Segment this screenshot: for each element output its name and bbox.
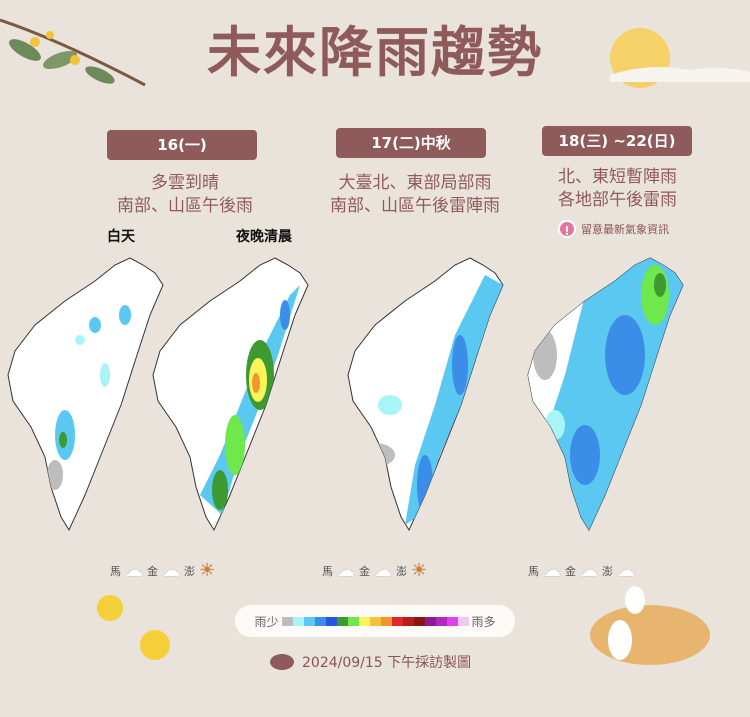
legend-swatch-8 <box>369 616 381 626</box>
legend-swatch-12 <box>413 616 425 626</box>
legend-swatch-10 <box>391 616 403 626</box>
legend-swatch-2 <box>303 616 315 626</box>
flower-decoration <box>97 595 170 660</box>
legend-swatch-3 <box>314 616 326 626</box>
legend-swatch-6 <box>347 616 359 626</box>
island-penghu: 澎 <box>396 564 407 578</box>
legend-swatch-13 <box>424 616 436 626</box>
exclamation-icon: ! <box>558 220 576 238</box>
island-kinmen: 金 <box>359 564 370 578</box>
island-penghu: 澎 <box>184 564 195 578</box>
legend-swatch-11 <box>402 616 414 626</box>
legend-high-label: 雨多 <box>471 614 496 629</box>
sun-cloud-icon: ☀ <box>199 560 216 581</box>
islands-18-22: 馬 ☁ 金 ☁ 澎 ☁ <box>528 560 635 581</box>
islands-16: 馬 ☁ 金 ☁ 澎 ☀ <box>110 560 215 581</box>
panel1-description: 多雲到晴 南部、山區午後雨 <box>90 172 280 218</box>
legend-swatch-5 <box>336 616 348 626</box>
footer-date: 2024/09/15 下午採訪製圖 <box>302 655 472 671</box>
rain-cloud-icon: ☁ <box>337 560 355 581</box>
panel1-desc-line2: 南部、山區午後雨 <box>117 196 253 216</box>
panel3-desc-line1: 北、東短暫陣雨 <box>558 167 677 187</box>
notice: ! 留意最新氣象資訊 <box>558 220 669 238</box>
rain-cloud-icon: ☁ <box>580 560 598 581</box>
islands-17: 馬 ☁ 金 ☁ 澎 ☀ <box>322 560 427 581</box>
legend-swatch-16 <box>457 616 469 626</box>
osmanthus-branch-decoration <box>0 18 146 87</box>
panel3-description: 北、東短暫陣雨 各地部午後雷雨 <box>530 166 705 212</box>
map-day-16 <box>7 257 164 531</box>
panel2-description: 大臺北、東部局部雨 南部、山區午後雷陣雨 <box>310 172 520 218</box>
rain-cloud-icon: ☁ <box>617 560 635 581</box>
legend-swatch-0 <box>281 616 293 626</box>
island-matsu: 馬 <box>110 564 121 578</box>
legend-low-label: 雨少 <box>254 614 279 629</box>
daytime-label: 白天 <box>107 229 135 245</box>
cloud-icon: ☁ <box>374 560 392 581</box>
sun-cloud-icon: ☀ <box>411 560 428 581</box>
map-17 <box>347 257 504 531</box>
map-night-16 <box>152 257 309 531</box>
island-penghu: 澎 <box>602 564 613 578</box>
page-title: 未來降雨趨勢 <box>207 20 543 84</box>
legend-swatch-4 <box>325 616 337 626</box>
date-pill-18-22: 18(三) ~22(日) <box>542 126 692 156</box>
panel2-desc-line2: 南部、山區午後雷陣雨 <box>330 196 500 216</box>
date-pill-16: 16(一) <box>107 130 257 160</box>
legend-swatch-14 <box>435 616 447 626</box>
rain-cloud-icon: ☁ <box>125 560 143 581</box>
cloud-icon: ☁ <box>162 560 180 581</box>
rain-cloud-icon: ☁ <box>543 560 561 581</box>
legend-swatch-15 <box>446 616 458 626</box>
island-matsu: 馬 <box>322 564 333 578</box>
island-kinmen: 金 <box>147 564 158 578</box>
rainfall-maps <box>7 257 684 531</box>
island-matsu: 馬 <box>528 564 539 578</box>
rainfall-legend: 雨少 雨多 <box>235 605 515 637</box>
legend-swatch-7 <box>358 616 370 626</box>
panel3-desc-line2: 各地部午後雷雨 <box>558 190 677 210</box>
panel2-desc-line1: 大臺北、東部局部雨 <box>338 173 492 193</box>
legend-color-scale <box>281 616 469 626</box>
date-pill-17: 17(二)中秋 <box>336 128 486 158</box>
panel1-desc-line1: 多雲到晴 <box>151 173 219 193</box>
legend-swatch-1 <box>292 616 304 626</box>
night-label: 夜晚清晨 <box>236 229 292 245</box>
legend-swatch-9 <box>380 616 392 626</box>
map-18-22 <box>527 257 684 531</box>
mooncake-rabbit-decoration <box>590 586 710 665</box>
notice-text: 留意最新氣象資訊 <box>581 223 669 236</box>
island-kinmen: 金 <box>565 564 576 578</box>
logo-icon <box>270 654 294 670</box>
moon-decoration <box>610 28 750 88</box>
footer: 2024/09/15 下午採訪製圖 <box>270 652 471 672</box>
